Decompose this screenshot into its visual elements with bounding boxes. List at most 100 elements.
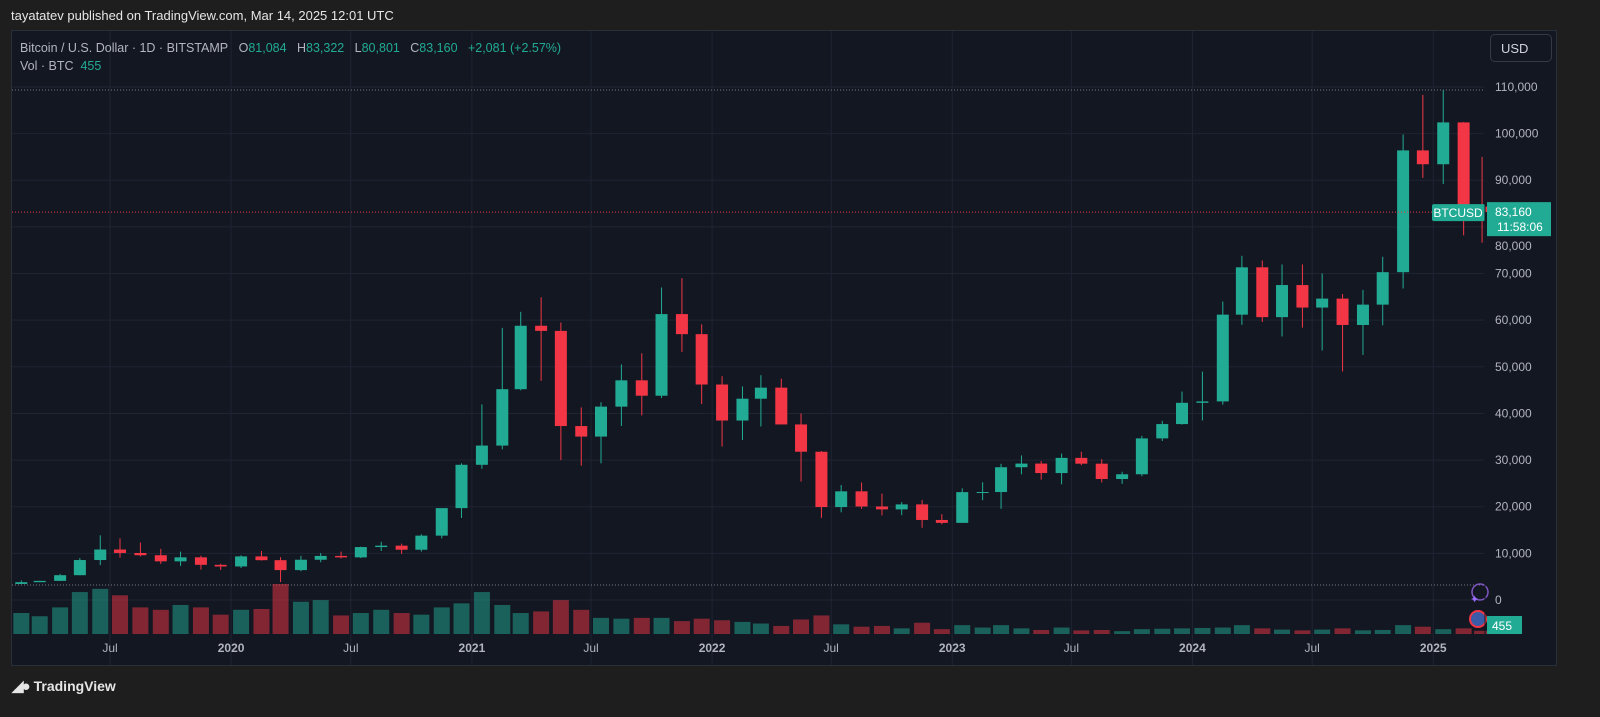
chart-frame[interactable] [11,30,1557,666]
volume-bar [714,620,731,634]
y-tick-label: 60,000 [1495,313,1532,327]
candle-body [1296,285,1309,308]
candle-body [575,426,588,437]
candle-body [1416,150,1429,165]
volume-bar [633,617,650,634]
volume-tag [1487,616,1522,634]
currency-button[interactable]: USD [1490,34,1552,62]
us-flag-economic-event-icon [1469,610,1487,628]
y-tick-label: 70,000 [1495,267,1532,281]
candle-body [976,492,989,494]
candle-body [114,549,126,553]
candle-body [1055,457,1068,474]
y-tick-label: 50,000 [1495,360,1532,374]
volume-bar [233,609,250,634]
candle-body [1095,463,1108,480]
volume-bar [1033,629,1050,634]
candle-body [33,580,46,583]
volume-bar [1093,629,1110,634]
candle-body [815,451,828,508]
volume-bar [31,616,48,634]
volume-bar [873,625,890,634]
candle-body [535,325,548,331]
candle-body [15,582,28,584]
candle-body [475,445,488,465]
volume-bar [833,624,850,634]
y-tick-label: 30,000 [1495,453,1532,467]
candle-body [916,504,929,520]
volume-bar [1435,629,1452,634]
candle-body [956,492,969,523]
candle-body [855,491,868,507]
footer-brand: TradingView [33,678,116,694]
candle-body [1457,122,1470,207]
x-tick-label: Jul [102,641,117,655]
y-tick-label: 80,000 [1495,239,1532,253]
low-value: 80,801 [361,41,400,55]
candle-body [174,557,187,562]
candle-body [375,545,388,548]
x-tick-label: 2021 [459,641,486,655]
volume-bar [853,626,870,634]
candle-body [455,464,468,509]
volume-bar [533,611,550,634]
symbol-tag [1432,204,1485,222]
symbol-title[interactable]: Bitcoin / U.S. Dollar · 1D · BITSTAMP [20,41,229,55]
volume-bar [413,614,430,634]
volume-bar [893,628,910,634]
volume-bar [1395,625,1412,634]
y-tick-label: 20,000 [1495,500,1532,514]
volume-bar [13,613,30,634]
volume-bar [1274,629,1291,634]
sparkle-icon: ✦ [1470,593,1479,606]
candle-body [354,547,367,558]
volume-bar [1194,627,1211,634]
candle-body [775,387,788,425]
x-tick-label: Jul [1304,641,1319,655]
candle-body [1176,402,1189,425]
candle-body [54,575,67,581]
volume-bar [1455,628,1472,634]
candle-body [1075,457,1088,464]
candle-body [214,564,227,567]
candle-body [754,387,767,399]
volume-row: Vol · BTC 455 [20,57,561,75]
x-tick-label: 2023 [939,641,966,655]
volume-bar [453,603,470,634]
candle-body [995,467,1008,493]
x-tick-label: 2022 [699,641,726,655]
volume-bar [1374,629,1391,634]
volume-bar [494,604,511,634]
y-tick-label: 110,000 [1495,80,1538,94]
event-icon [1471,583,1489,601]
volume-bar [92,588,109,634]
volume-bar [1414,626,1431,634]
x-tick-label: Jul [583,641,598,655]
candle-body [1156,424,1169,439]
volume-bar [1073,630,1090,634]
ohlc-row: Bitcoin / U.S. Dollar · 1D · BITSTAMP O8… [20,39,561,57]
tradingview-logo-icon: ◢● [12,678,31,695]
volume-bar [752,623,769,634]
candle-body [1376,272,1389,305]
y-tick-label: 0 [1495,593,1502,607]
volume-label[interactable]: Vol · BTC [20,59,74,73]
candle-body [795,424,808,452]
candle-body [514,325,527,390]
x-tick-label: 2024 [1179,641,1206,655]
volume-bar [212,614,229,634]
volume-bar [1053,627,1070,634]
x-tick-label: 2025 [1420,641,1447,655]
volume-bar [192,607,209,634]
volume-bar [592,617,609,634]
close-value: 83,160 [419,41,458,55]
volume-bar [613,618,630,634]
volume-bar [954,625,971,634]
y-tick-label: 90,000 [1495,173,1532,187]
volume-value: 455 [80,59,102,73]
candle-body [935,519,948,523]
candle-body [274,560,287,571]
volume-tag-value: 455 [1492,619,1512,633]
volume-bar [52,607,69,634]
